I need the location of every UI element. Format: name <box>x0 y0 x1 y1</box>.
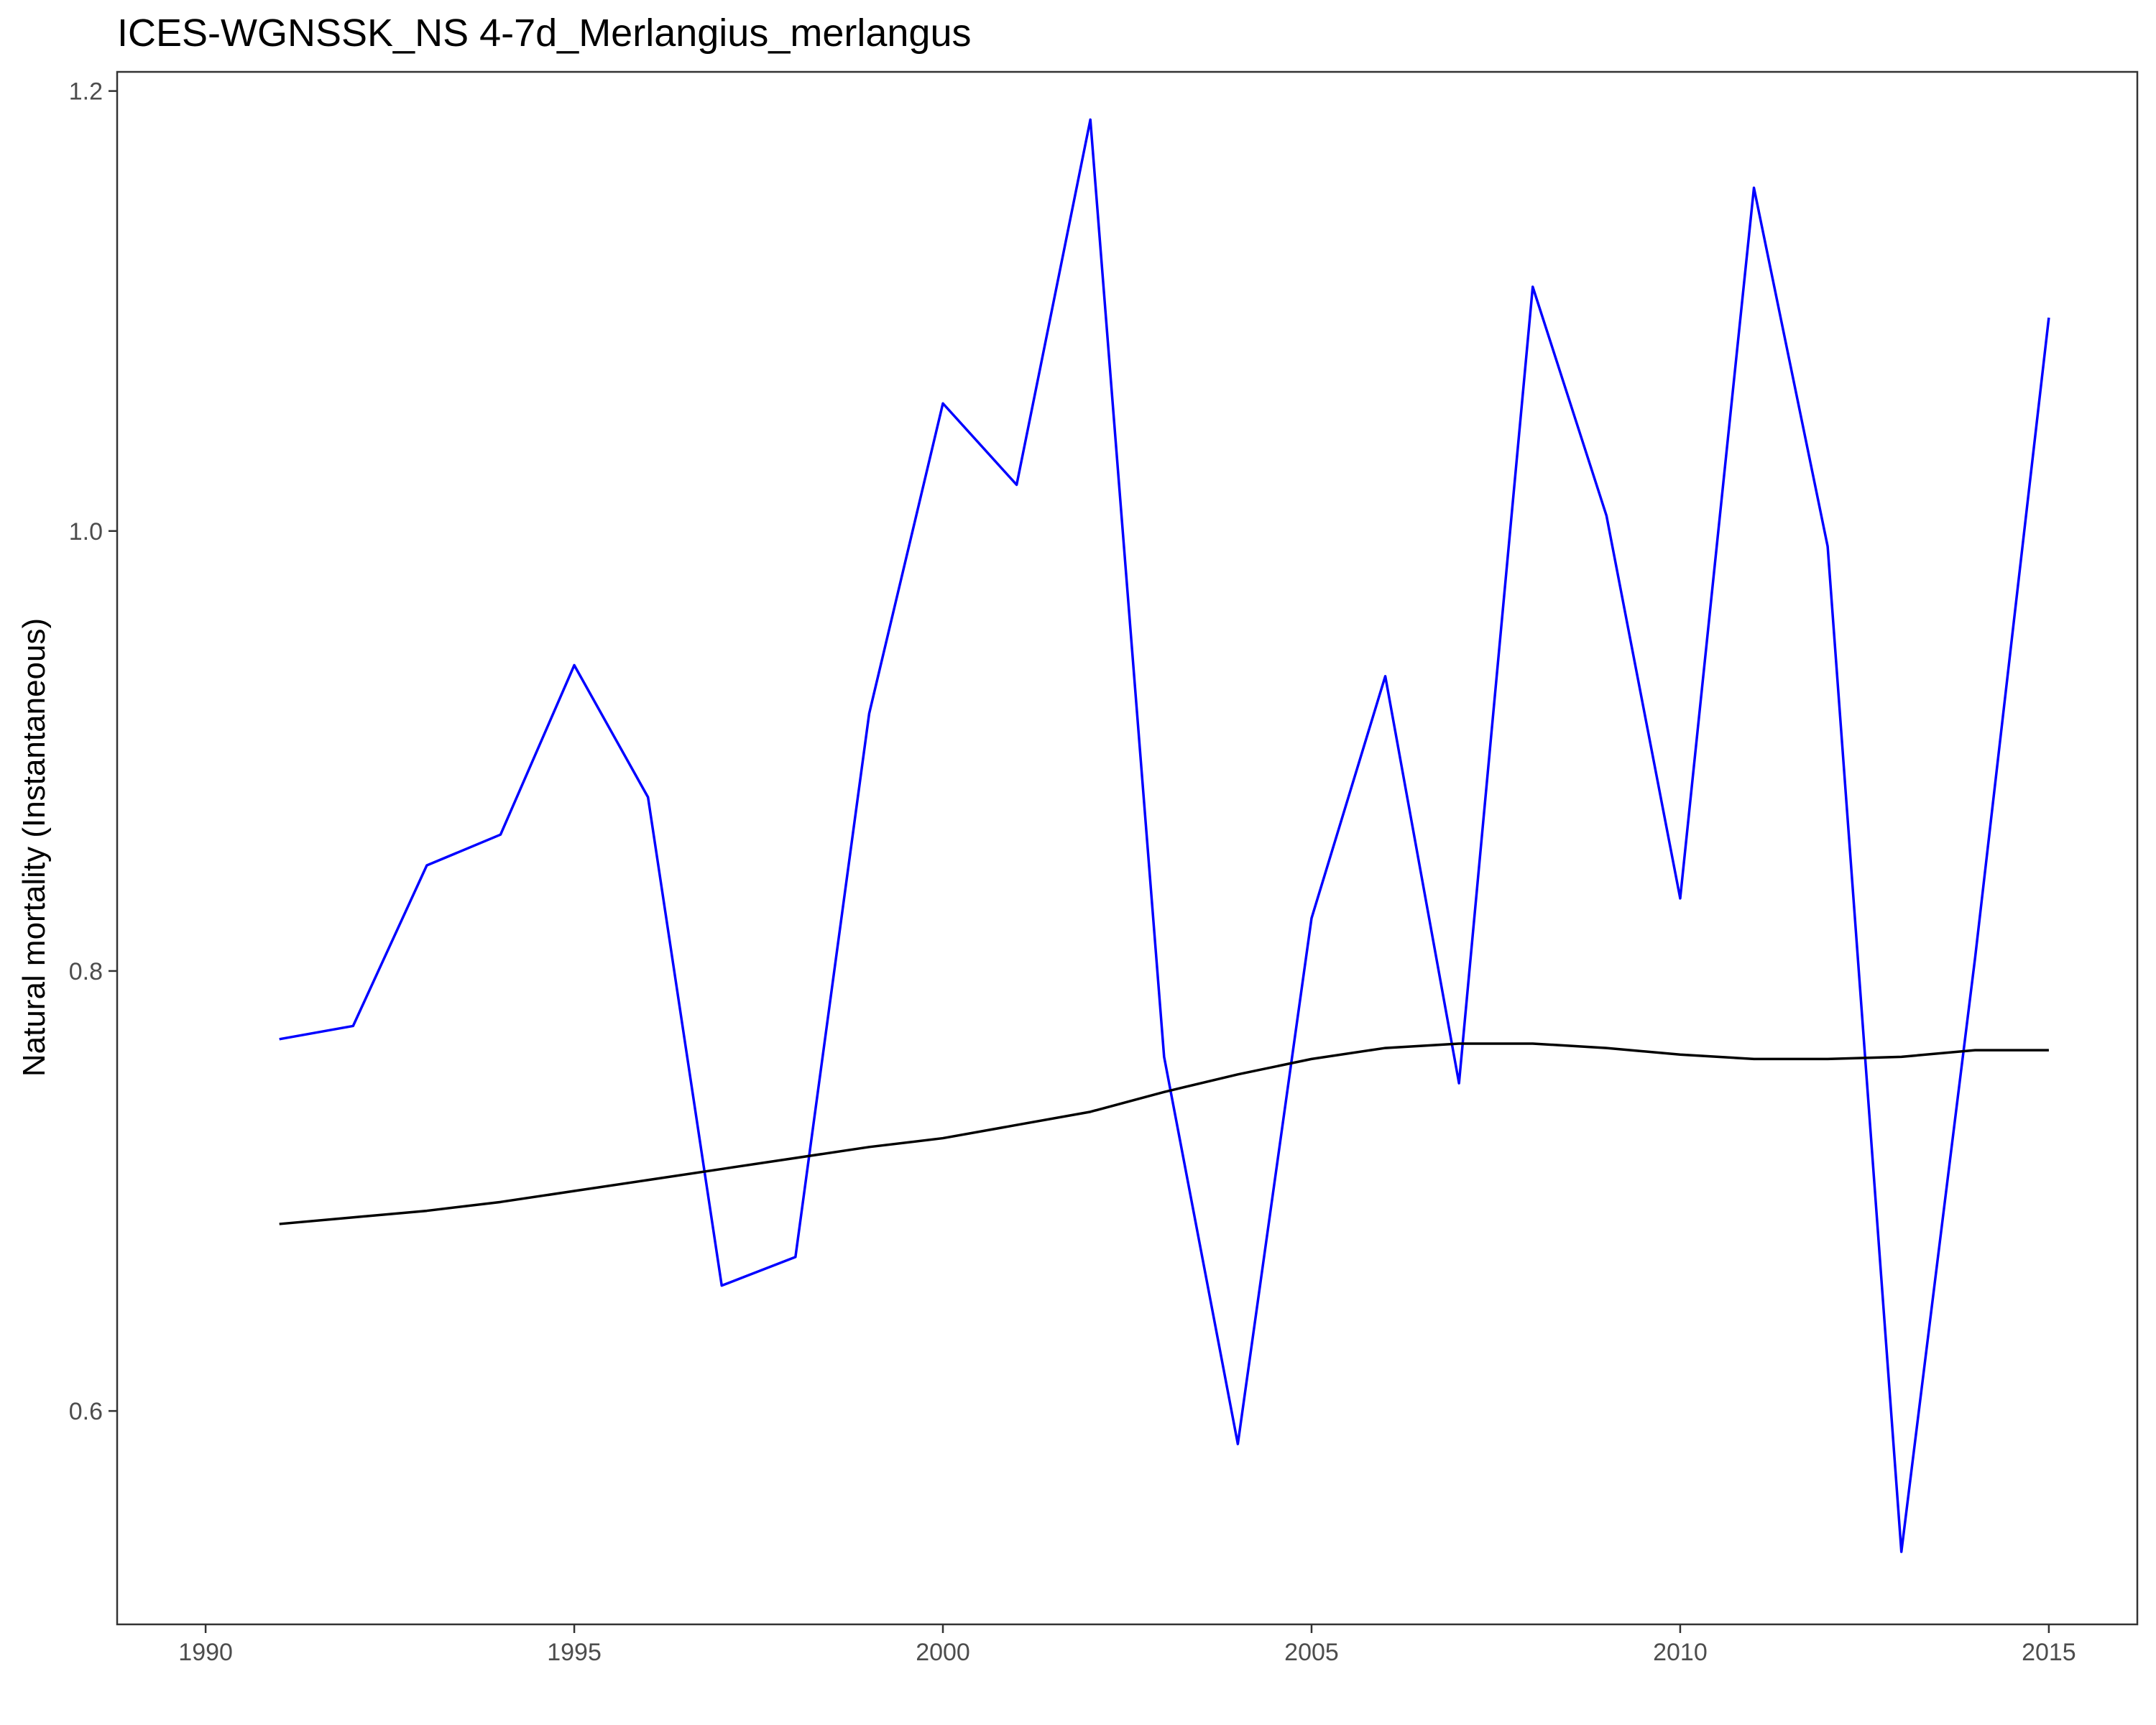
y-tick-label: 0.8 <box>69 958 103 985</box>
y-tick-label: 1.2 <box>69 78 103 106</box>
chart-title: ICES-WGNSSK_NS 4-7d_Merlangius_merlangus <box>117 12 971 55</box>
x-axis: 1990 1995 2000 2005 2010 2015 <box>178 1624 2076 1666</box>
x-tick-label: 1990 <box>178 1639 233 1666</box>
x-tick-label: 2000 <box>916 1639 970 1666</box>
y-axis-label: Natural mortality (Instantaneous) <box>17 618 52 1077</box>
plot-panel-border <box>116 70 2139 1626</box>
x-tick-label: 2005 <box>1284 1639 1339 1666</box>
series-line-2 <box>279 1042 2049 1225</box>
x-tick-label: 1995 <box>547 1639 602 1666</box>
y-axis: 0.6 0.8 1.0 1.2 <box>69 78 117 1425</box>
series-line-1 <box>279 118 2050 1553</box>
x-tick-label: 2015 <box>2022 1639 2076 1666</box>
series-layer <box>279 118 2050 1553</box>
y-tick-label: 1.0 <box>69 518 103 546</box>
y-tick-label: 0.6 <box>69 1398 103 1425</box>
x-tick-label: 2010 <box>1653 1639 1708 1666</box>
